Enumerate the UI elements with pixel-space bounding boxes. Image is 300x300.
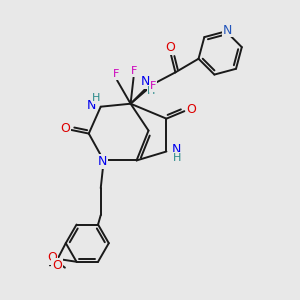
Text: O: O (60, 122, 70, 135)
Text: H: H (92, 93, 101, 103)
Text: N: N (141, 75, 150, 88)
Text: N: N (172, 142, 182, 156)
Text: N: N (86, 99, 96, 112)
Text: H: H (147, 86, 156, 97)
Text: F: F (131, 66, 137, 76)
Text: N: N (223, 24, 232, 37)
Text: N: N (98, 155, 107, 168)
Text: O: O (165, 41, 175, 54)
Text: F: F (149, 81, 156, 91)
Text: H: H (173, 153, 181, 163)
Text: O: O (187, 103, 196, 116)
Text: O: O (52, 260, 62, 272)
Text: O: O (47, 251, 57, 264)
Text: F: F (112, 70, 119, 80)
